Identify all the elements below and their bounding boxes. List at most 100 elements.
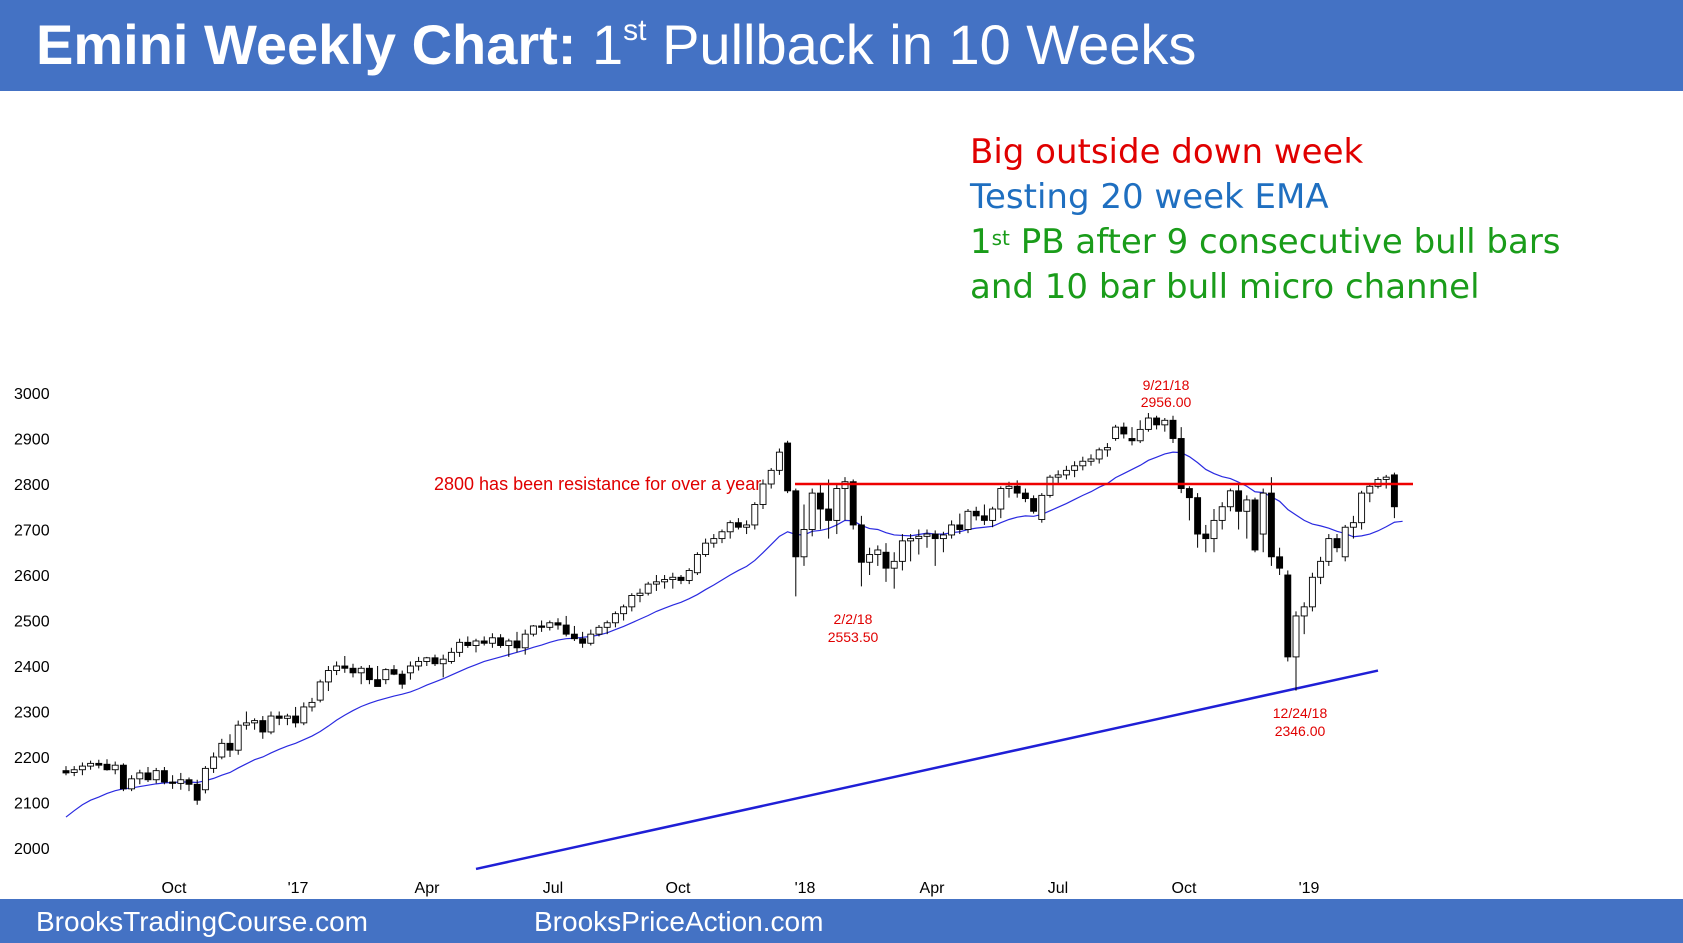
candle (907, 534, 915, 562)
candle-body (308, 701, 316, 708)
candle-body (718, 531, 726, 540)
candle-body (693, 554, 701, 574)
candle-body (677, 576, 685, 581)
candle (611, 611, 619, 628)
candle (890, 552, 898, 589)
candle (242, 711, 250, 730)
candle-body (136, 772, 144, 780)
candle-body (652, 581, 660, 585)
candle-body (743, 524, 751, 528)
candle (956, 513, 964, 535)
trendline-layer (475, 669, 1379, 871)
candle (710, 534, 718, 548)
candle (300, 702, 308, 726)
candle (505, 638, 513, 657)
candle (1292, 611, 1300, 691)
candle-body (1054, 474, 1062, 478)
candle-body (857, 524, 865, 563)
candle-body (513, 640, 521, 649)
candle (1046, 474, 1054, 498)
candle-body (1218, 506, 1226, 521)
candle (406, 661, 414, 680)
candle (849, 479, 857, 530)
candle (743, 520, 751, 535)
candle-body (1095, 449, 1103, 460)
candle-body (644, 583, 652, 594)
candle-body (816, 492, 824, 510)
candle-body (1243, 499, 1251, 512)
candle (972, 506, 980, 521)
candle (661, 575, 669, 589)
candle-body (1194, 497, 1202, 535)
candle (529, 625, 537, 637)
candle (374, 666, 382, 687)
candle (1095, 447, 1103, 464)
candle-body (160, 770, 168, 783)
candle-body (1317, 560, 1325, 578)
candle (1210, 509, 1218, 553)
candle-body (702, 542, 710, 555)
footer-link-trading-course[interactable]: BrooksTradingCourse.com (36, 906, 368, 937)
footer-link-price-action[interactable]: BrooksPriceAction.com (534, 906, 824, 937)
candle (1218, 502, 1226, 530)
candle-body (1021, 492, 1029, 500)
candle-body (1308, 576, 1316, 608)
candle (1366, 484, 1374, 503)
candle-body (169, 781, 177, 784)
candle (554, 618, 562, 630)
annotation-pb-post: PB after 9 consecutive bull bars (1020, 222, 1561, 262)
candle-body (570, 633, 578, 640)
candle-body (800, 529, 808, 558)
candle (1349, 515, 1357, 539)
candle-body (669, 576, 677, 581)
candle-body (685, 570, 693, 581)
candle-body (78, 765, 86, 771)
candle-body (1226, 490, 1234, 508)
candle-body (989, 508, 997, 521)
candle (980, 504, 988, 525)
x-tick-label: Apr (415, 880, 441, 897)
candle-body (529, 625, 537, 635)
candle (915, 529, 923, 555)
candle-body (472, 640, 480, 646)
y-tick-label: 2100 (14, 796, 50, 813)
candle-body (283, 715, 291, 719)
candle (513, 631, 521, 653)
candle (185, 777, 193, 792)
candle-body (833, 488, 841, 521)
candle (964, 509, 972, 534)
candle-body (546, 622, 554, 628)
candle-body (415, 661, 423, 667)
candle (226, 734, 234, 757)
candle-body (759, 483, 767, 505)
candle (800, 504, 808, 566)
candle (382, 668, 390, 685)
candle (1325, 534, 1333, 566)
candle-body (1169, 419, 1177, 439)
candle (1276, 547, 1284, 575)
price-label-date: 12/24/18 (1273, 705, 1328, 721)
candle-body (1030, 498, 1038, 512)
candle (997, 486, 1005, 519)
annotation-outside-down: Big outside down week (970, 132, 1364, 172)
title-bold: Emini Weekly Chart: (36, 13, 577, 76)
candle-body (234, 724, 242, 751)
candle-body (185, 779, 193, 785)
candle-body (611, 613, 619, 624)
candle-body (497, 637, 505, 646)
candle (1087, 454, 1095, 466)
annotation-first-pullback: 1st PB after 9 consecutive bull bars (970, 220, 1561, 265)
candle-body (1267, 492, 1275, 558)
candle-body (1284, 574, 1292, 658)
candle-body (87, 762, 95, 767)
candle (685, 568, 693, 585)
candle (1153, 415, 1161, 430)
candle (792, 488, 800, 597)
candle-body (849, 481, 857, 526)
candle (1161, 418, 1169, 432)
candle (923, 529, 931, 548)
candle (718, 529, 726, 544)
y-tick-label: 3000 (14, 386, 50, 403)
candle (1177, 427, 1185, 494)
